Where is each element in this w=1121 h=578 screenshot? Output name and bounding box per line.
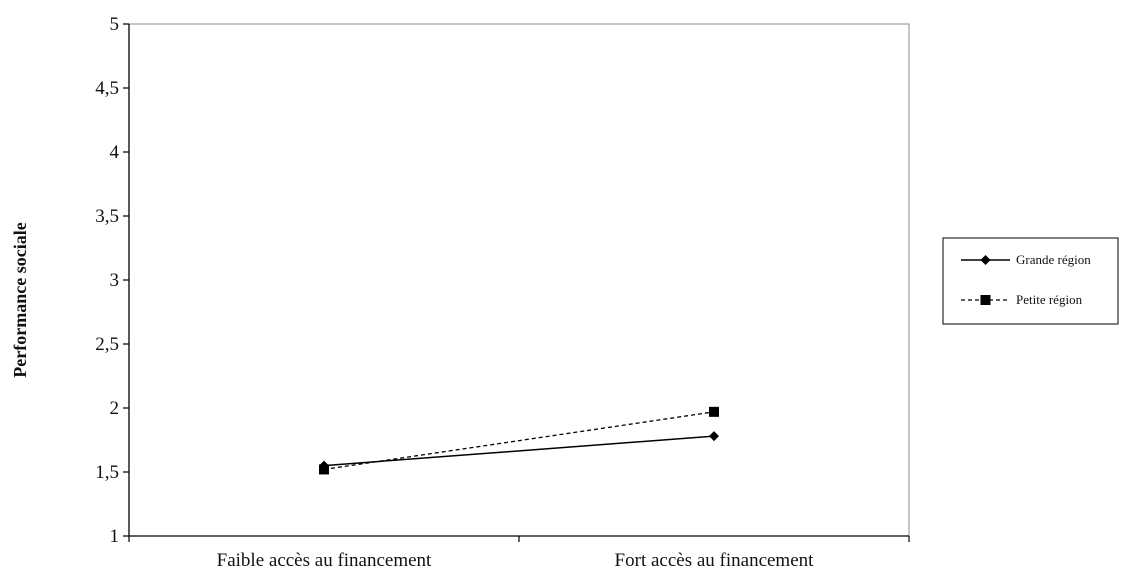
series-point-square (709, 406, 719, 417)
legend-box (942, 237, 1119, 325)
series-layer (319, 406, 719, 475)
y-tick-label: 4,5 (95, 78, 119, 99)
series-point-diamond (709, 431, 719, 442)
plot-area-border (128, 23, 910, 537)
legend-label-grande-region: Grande région (1016, 252, 1091, 267)
x-axis-ticks: Faible accès au financement Fort accès au… (128, 536, 910, 571)
legend-marker-grande-region (980, 255, 991, 265)
y-axis-ticks: 1 1,5 2 2,5 3 3,5 4 4,5 5 (95, 14, 129, 547)
y-tick-label: 3,5 (95, 206, 119, 227)
y-tick-label: 3 (110, 270, 120, 291)
x-category-label: Fort accès au financement (615, 550, 815, 571)
y-tick-label: 1,5 (95, 462, 119, 483)
series-line (323, 435, 715, 467)
y-tick-label: 5 (110, 14, 120, 35)
legend-marker-petite-region (980, 295, 991, 305)
legend-label-petite-region: Petite région (1016, 292, 1083, 307)
x-category-label: Faible accès au financement (217, 550, 432, 571)
y-axis-title: Performance sociale (10, 222, 30, 377)
legend: Grande région Petite région (942, 237, 1119, 325)
series-line (323, 411, 715, 471)
y-tick-label: 4 (110, 142, 120, 163)
y-tick-label: 2 (110, 398, 120, 419)
y-tick-label: 2,5 (95, 334, 119, 355)
y-tick-label: 1 (110, 526, 120, 547)
series-point-square (319, 464, 329, 475)
